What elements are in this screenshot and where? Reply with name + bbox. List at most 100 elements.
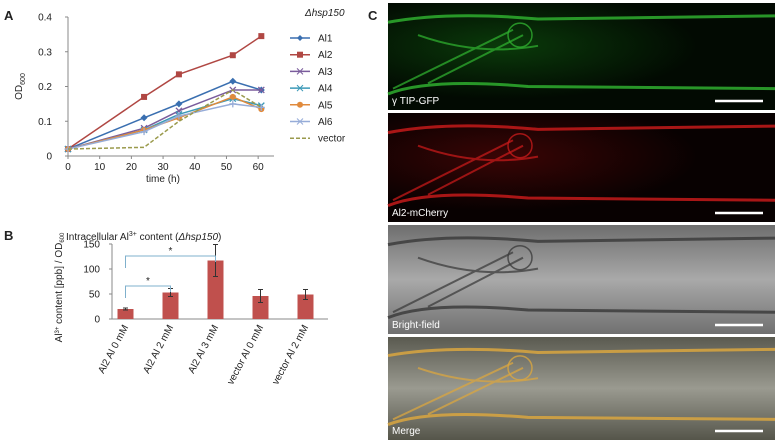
y-axis-label: OD600 (14, 73, 27, 100)
legend-marker (296, 84, 304, 92)
nucleus (507, 22, 533, 48)
text-part: OD (14, 85, 25, 100)
x-tick-label: Al2 Al 3 mM (186, 323, 221, 375)
y-tick-label: 50 (89, 290, 101, 301)
bar (117, 309, 134, 319)
data-point (257, 86, 265, 94)
bar (252, 296, 269, 319)
legend-marker (297, 51, 303, 58)
x-axis-label: time (h) (146, 174, 180, 185)
x-tick-label: 20 (126, 162, 138, 173)
marker (175, 112, 183, 120)
legend-label: Al5 (318, 100, 333, 111)
legend-label: vector (318, 134, 346, 145)
bar (207, 260, 224, 319)
image-background (388, 337, 775, 440)
marker (296, 84, 304, 92)
cell-wall (387, 124, 776, 208)
panel-letter: A (4, 8, 14, 23)
y-tick-label: 0.2 (38, 82, 52, 93)
error-bar (258, 289, 263, 303)
data-point (175, 100, 183, 108)
x-tick-label: 40 (189, 162, 201, 173)
marker (229, 100, 237, 108)
data-point (141, 93, 148, 100)
legend-label: Al4 (318, 84, 333, 95)
marker (297, 51, 303, 58)
chart-title: Δhsp150 (304, 8, 345, 19)
y-tick-label: 0.1 (38, 117, 52, 128)
image-label: γ TIP-GFP (392, 96, 440, 107)
x-tick-label: 50 (221, 162, 233, 173)
data-point (229, 77, 237, 85)
micrograph: Bright-field (387, 225, 776, 334)
series-line (67, 103, 262, 150)
micrograph: γ TIP-GFP (387, 3, 776, 110)
nucleus (507, 244, 533, 271)
data-point (258, 33, 265, 40)
x-tick-label: 30 (158, 162, 170, 173)
chart-title: Intracellular Al3+ content (Δhsp150) (66, 231, 221, 243)
text-part: ) (218, 232, 221, 243)
y-axis-label: Al3+ content [ppb] / OD600 (54, 232, 66, 342)
data-point (140, 114, 148, 122)
marker (296, 118, 304, 125)
image-background (388, 225, 775, 334)
data-point (175, 71, 182, 78)
significance-bracket (125, 285, 171, 298)
x-tick-label: vector Al 0 mM (225, 323, 266, 387)
text-part: Intracellular Al (66, 232, 129, 243)
x-tick-label: vector Al 2 mM (270, 323, 311, 387)
significance-bracket (125, 255, 216, 268)
significance-label: * (169, 246, 173, 257)
marker (141, 93, 148, 100)
panel-letter: B (4, 228, 13, 243)
text-part: Δhsp150 (178, 232, 219, 243)
bar (162, 292, 179, 319)
vacuole-strand (392, 139, 539, 202)
data-point (257, 103, 265, 111)
legend-label: Al2 (318, 50, 333, 61)
legend-marker (297, 35, 303, 41)
error-bar (303, 289, 308, 300)
nucleus (507, 132, 533, 159)
legend-marker (297, 101, 303, 108)
series-line (67, 80, 262, 150)
x-tick-label: Al2 Al 2 mM (141, 323, 176, 375)
marker (257, 86, 265, 94)
y-tick-label: 0.4 (38, 13, 52, 24)
marker (296, 68, 304, 75)
text-part: 3+ (129, 231, 137, 238)
y-tick-label: 150 (83, 240, 100, 251)
text-part: Al (54, 333, 65, 342)
legend-label: Al6 (318, 117, 333, 128)
vacuole-strand (392, 251, 539, 314)
error-bar (123, 307, 128, 311)
marker (229, 77, 237, 85)
cell-wall (387, 14, 776, 96)
image-background (388, 3, 775, 110)
marker (140, 114, 148, 122)
cell-wall (387, 347, 776, 426)
significance-label: * (146, 276, 150, 287)
legend-label: Al1 (318, 34, 333, 45)
legend-marker (296, 68, 304, 75)
image-label: Bright-field (392, 320, 440, 331)
legend-label: Al3 (318, 67, 333, 78)
data-point (229, 100, 237, 108)
marker (229, 52, 236, 59)
y-tick-label: 100 (83, 265, 100, 276)
x-tick-label: 60 (253, 162, 265, 173)
marker (140, 128, 148, 136)
marker (297, 101, 303, 108)
text-part: 3+ (55, 326, 61, 333)
panel-letter: C (368, 8, 378, 23)
marker (175, 71, 182, 78)
text-part: content [ppb] / OD (54, 243, 65, 327)
y-tick-label: 0.3 (38, 47, 52, 58)
x-tick-label: Al2 Al 0 mM (96, 323, 131, 375)
image-label: Merge (392, 426, 421, 437)
y-tick-label: 0 (94, 315, 100, 326)
